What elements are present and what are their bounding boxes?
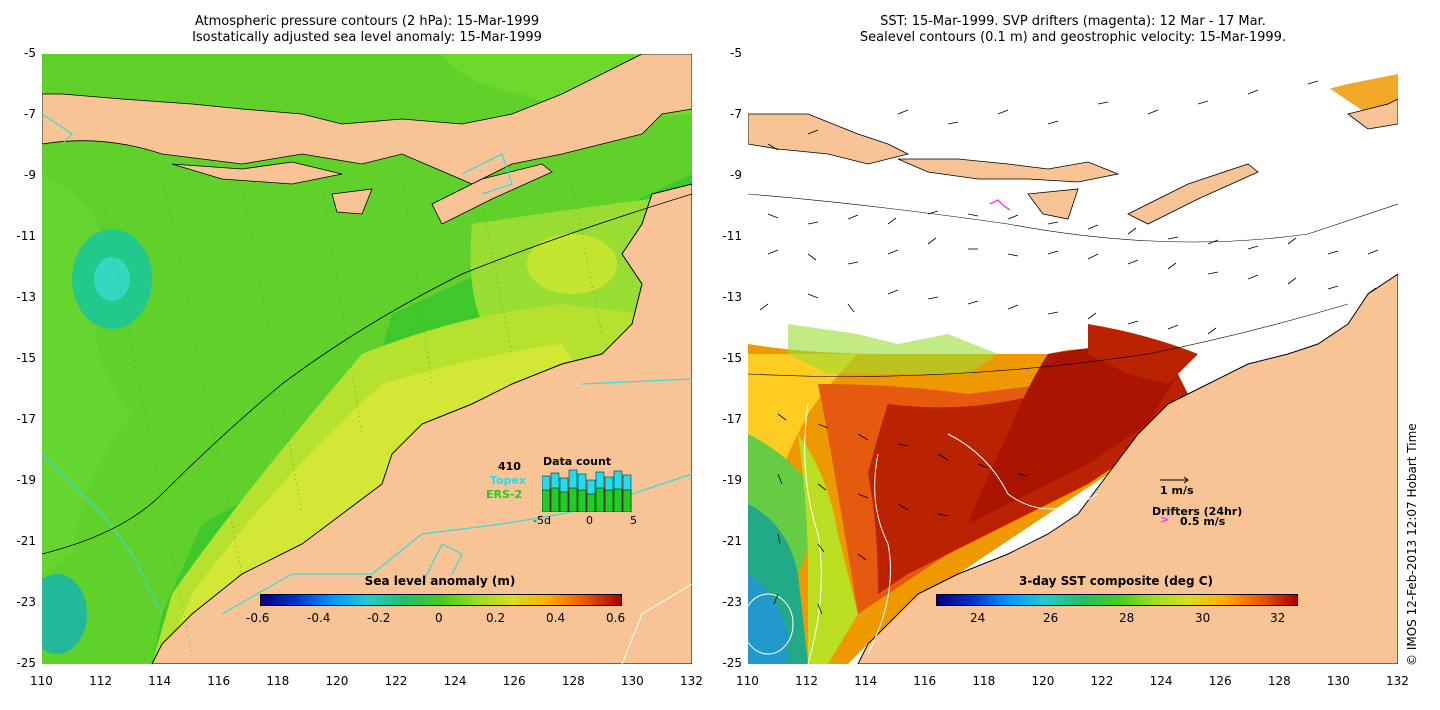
right-x-tick-label: 130: [1326, 674, 1350, 688]
right-x-tick-label: 114: [854, 674, 878, 688]
left-y-tick-label: -17: [16, 412, 36, 426]
drifter-speed-label: 0.5 m/s: [1180, 515, 1226, 528]
right-colorbar-tick-2: 26: [1043, 611, 1059, 625]
left-x-tick-label: 112: [89, 674, 112, 688]
right-x-tick-label: 116: [913, 674, 937, 688]
right-map-graphic: [748, 54, 1398, 664]
left-colorbar-tick-5: 0.2: [486, 611, 506, 625]
right-title-line1: SST: 15-Mar-1999. SVP drifters (magenta)…: [880, 14, 1266, 29]
left-colorbar-tick-6: 0.4: [546, 611, 566, 625]
left-colorbar-tick-3: -0.2: [367, 611, 391, 625]
right-y-tick-label: -21: [722, 534, 742, 548]
right-title-line2: Sealevel contours (0.1 m) and geostrophi…: [859, 30, 1287, 45]
left-panel-title: Atmospheric pressure contours (2 hPa): 1…: [42, 14, 692, 46]
right-colorbar-title: 3-day SST composite (deg C): [1018, 574, 1214, 588]
right-x-tick-label: 110: [736, 674, 759, 688]
left-y-tick-label: -7: [24, 107, 36, 121]
drifters-label: Drifters (24hr): [1152, 505, 1243, 518]
left-colorbar-tick-2: -0.4: [307, 611, 331, 625]
left-x-tick-label: 124: [443, 674, 467, 688]
left-map-graphic: [42, 54, 692, 664]
left-y-tick-label: -11: [16, 229, 36, 243]
velocity-scale-arrow: [1160, 476, 1189, 484]
left-x-tick-label: 130: [620, 674, 644, 688]
left-colorbar-tick-1: -0.6: [246, 611, 270, 625]
left-x-tick-label: 132: [680, 674, 703, 688]
inset-count: 410: [498, 460, 521, 473]
left-x-tick-label: 110: [30, 674, 53, 688]
right-colorbar-tick-1: 24: [970, 611, 986, 625]
right-y-tick-label: -25: [722, 656, 742, 670]
left-colorbar-tick-4: 0: [435, 611, 443, 625]
left-x-tick-label: 126: [502, 674, 526, 688]
right-y-tick-label: -13: [722, 290, 742, 304]
left-y-tick-label: -21: [16, 534, 36, 548]
right-colorbar: [936, 594, 1298, 606]
right-x-tick-label: 122: [1090, 674, 1114, 688]
left-y-tick-label: -25: [16, 656, 36, 670]
right-y-tick-label: -17: [722, 412, 742, 426]
inset-bars: [542, 469, 632, 512]
left-x-tick-label: 128: [561, 674, 585, 688]
inset-axis-label-mid: 0: [586, 514, 593, 527]
inset-axis-label-end: 5: [630, 514, 637, 527]
right-sst-map: [748, 54, 1398, 664]
right-x-tick-label: 118: [972, 674, 996, 688]
inset-data-count-bars: [542, 469, 632, 512]
right-colorbar-tick-3: 28: [1119, 611, 1135, 625]
left-colorbar-title: Sea level anomaly (m): [364, 574, 516, 588]
left-y-tick-label: -15: [16, 351, 36, 365]
left-sea-level-map: [42, 54, 692, 664]
right-y-tick-label: -9: [730, 168, 742, 182]
right-y-tick-label: -23: [722, 595, 742, 609]
left-colorbar-tick-7: 0.6: [606, 611, 626, 625]
right-y-tick-label: -7: [730, 107, 742, 121]
right-x-tick-label: 124: [1149, 674, 1173, 688]
left-y-tick-label: -13: [16, 290, 36, 304]
right-colorbar-tick-5: 32: [1270, 611, 1286, 625]
right-colorbar-tick-4: 30: [1195, 611, 1211, 625]
left-x-tick-label: 120: [325, 674, 349, 688]
right-x-tick-label: 120: [1031, 674, 1055, 688]
right-y-tick-label: -15: [722, 351, 742, 365]
inset-ers-label: ERS-2: [486, 488, 523, 501]
left-x-tick-label: 114: [148, 674, 172, 688]
left-y-tick-label: -23: [16, 595, 36, 609]
right-y-tick-label: -5: [730, 46, 742, 60]
inset-topex-label: Topex: [490, 474, 527, 487]
right-x-tick-label: 128: [1267, 674, 1291, 688]
credit-text: © IMOS 12-Feb-2013 12:07 Hobart Time: [1405, 423, 1419, 666]
left-colorbar: [260, 594, 622, 606]
left-y-tick-label: -19: [16, 473, 36, 487]
left-x-tick-label: 118: [266, 674, 290, 688]
left-y-tick-label: -5: [24, 46, 36, 60]
left-x-tick-label: 122: [384, 674, 408, 688]
right-x-tick-label: 112: [795, 674, 818, 688]
right-y-tick-label: -11: [722, 229, 742, 243]
right-y-tick-label: -19: [722, 473, 742, 487]
left-title-line1: Atmospheric pressure contours (2 hPa): 1…: [194, 14, 540, 29]
left-x-tick-label: 116: [207, 674, 231, 688]
left-y-tick-label: -9: [24, 168, 36, 182]
inset-axis-label-start: -5d: [533, 514, 551, 527]
drifter-arrow-icon: >: [1160, 513, 1170, 526]
left-title-line2: Isostatically adjusted sea level anomaly…: [192, 30, 542, 45]
right-panel-title: SST: 15-Mar-1999. SVP drifters (magenta)…: [748, 14, 1398, 46]
velocity-scale-label: 1 m/s: [1160, 484, 1194, 497]
right-x-tick-label: 126: [1208, 674, 1232, 688]
right-x-tick-label: 132: [1386, 674, 1409, 688]
inset-title: Data count: [543, 455, 612, 468]
